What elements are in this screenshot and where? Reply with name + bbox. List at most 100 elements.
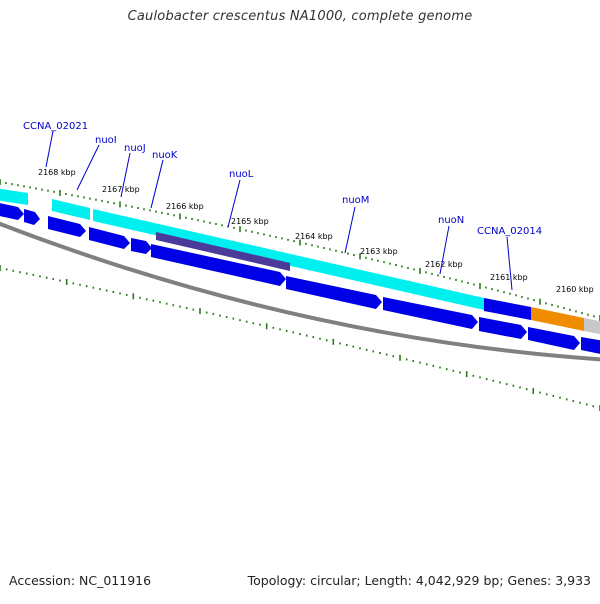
minor-tick (152, 299, 155, 302)
minor-tick (191, 218, 193, 220)
minor-tick (359, 347, 361, 350)
minor-tick (515, 294, 517, 297)
minor-tick (39, 275, 41, 278)
genome-backbone (0, 221, 600, 362)
minor-tick (71, 194, 73, 197)
minor-tick (389, 262, 391, 265)
minor-tick (292, 331, 295, 334)
minor-tick (311, 244, 313, 247)
minor-tick (245, 320, 248, 323)
minor-tick (41, 188, 43, 191)
minor-tick (497, 289, 499, 292)
minor-tick (525, 388, 528, 391)
minor-tick (159, 301, 161, 304)
minor-tick (155, 210, 157, 213)
major-tick (265, 323, 268, 330)
cds-arrow (48, 216, 86, 237)
minor-tick (251, 230, 253, 233)
minor-tick (491, 288, 493, 291)
minor-tick (407, 267, 409, 269)
minor-tick (215, 223, 217, 225)
minor-tick (275, 236, 277, 239)
minor-tick (545, 393, 548, 396)
minor-tick (161, 211, 163, 214)
minor-tick (143, 208, 145, 211)
minor-tick (203, 220, 205, 223)
minor-tick (379, 352, 381, 354)
minor-tick (323, 247, 325, 249)
minor-tick (527, 297, 529, 300)
minor-tick (467, 281, 469, 284)
major-tick (465, 371, 468, 378)
cds-arrow (528, 327, 580, 350)
minor-tick (521, 295, 523, 298)
minor-tick (239, 319, 241, 322)
gene-label: CCNA_02021 (23, 121, 88, 132)
minor-tick (339, 342, 341, 345)
minor-tick (485, 286, 487, 289)
minor-tick (197, 219, 199, 222)
minor-tick (5, 182, 7, 185)
topology-label: Topology: circular; Length: 4,042,929 bp… (247, 573, 591, 588)
minor-tick (52, 278, 55, 281)
cds-arrow (581, 337, 600, 354)
minor-tick (452, 369, 455, 372)
minor-tick (533, 299, 535, 302)
minor-tick (19, 271, 21, 274)
minor-tick (131, 205, 133, 208)
minor-tick (53, 190, 55, 193)
minor-tick (492, 379, 495, 382)
cds-arrow (131, 238, 152, 254)
minor-tick (145, 298, 148, 301)
scale-label: 2168 kbp (38, 168, 76, 177)
minor-tick (585, 403, 588, 406)
minor-tick (85, 285, 88, 288)
cds-arrow (479, 317, 527, 339)
major-tick (539, 298, 541, 305)
minor-tick (352, 345, 355, 348)
minor-tick (233, 226, 235, 229)
minor-tick (72, 282, 75, 285)
minor-tick (593, 315, 595, 318)
minor-tick (569, 308, 571, 311)
minor-tick (425, 363, 428, 366)
minor-tick (125, 293, 128, 296)
minor-tick (401, 265, 403, 268)
minor-tick (559, 396, 561, 399)
gene-label: nuoK (152, 150, 178, 161)
minor-tick (165, 302, 168, 305)
minor-tick (139, 296, 141, 299)
minor-tick (353, 254, 355, 256)
minor-tick (319, 337, 321, 340)
minor-tick (281, 237, 283, 240)
gene-label-leader (227, 179, 241, 228)
minor-tick (185, 216, 187, 219)
minor-tick (329, 248, 331, 251)
minor-tick (509, 292, 511, 295)
major-tick (299, 239, 301, 246)
minor-tick (225, 316, 228, 319)
minor-tick (377, 259, 379, 262)
scale-label: 2162 kbp (425, 260, 463, 269)
minor-tick (443, 275, 445, 278)
minor-tick (23, 185, 25, 188)
cds-arrow (24, 209, 40, 225)
minor-tick (512, 384, 515, 387)
cds-arrow (0, 203, 24, 220)
minor-tick (221, 224, 223, 227)
minor-tick (439, 366, 441, 369)
major-tick (199, 308, 201, 315)
gene-label-leader (45, 130, 54, 168)
major-tick (239, 226, 241, 233)
minor-tick (557, 305, 559, 308)
minor-tick (372, 350, 375, 353)
scale-label: 2164 kbp (295, 232, 333, 241)
unassigned-feature (584, 318, 600, 335)
minor-tick (371, 258, 373, 261)
minor-tick (287, 238, 289, 241)
minor-tick (412, 360, 415, 362)
minor-tick (192, 308, 195, 311)
minor-tick (413, 268, 415, 271)
minor-tick (312, 336, 315, 339)
minor-tick (485, 378, 488, 381)
